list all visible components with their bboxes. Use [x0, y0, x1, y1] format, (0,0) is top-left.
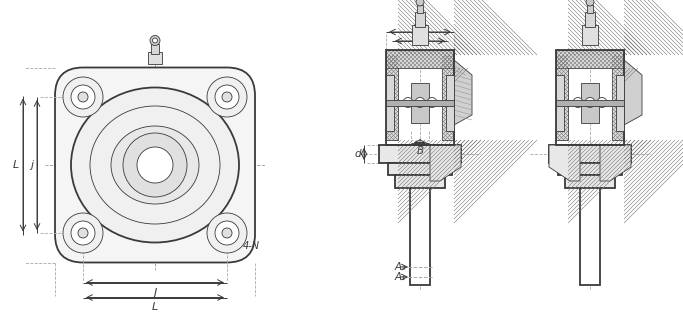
Bar: [556, 50, 624, 145]
Circle shape: [78, 228, 88, 238]
Polygon shape: [600, 145, 631, 181]
Ellipse shape: [111, 126, 199, 204]
Bar: [565, 175, 615, 188]
Bar: [395, 175, 445, 188]
Bar: [587, 5, 593, 13]
Circle shape: [63, 77, 103, 117]
Circle shape: [207, 77, 247, 117]
Circle shape: [586, 0, 594, 6]
Text: A₁: A₁: [395, 272, 406, 282]
Bar: [151, 44, 159, 54]
Bar: [612, 55, 624, 140]
Circle shape: [123, 133, 187, 197]
Circle shape: [78, 92, 88, 102]
Circle shape: [152, 38, 158, 43]
Circle shape: [585, 98, 595, 108]
Bar: [558, 163, 622, 175]
Bar: [417, 5, 423, 13]
Bar: [556, 100, 624, 106]
Text: 4-N: 4-N: [243, 241, 260, 251]
Text: Z: Z: [416, 28, 424, 38]
Bar: [412, 25, 428, 45]
Text: L: L: [152, 302, 158, 312]
Text: B: B: [417, 146, 423, 156]
Bar: [581, 83, 599, 123]
Bar: [415, 12, 425, 27]
Bar: [446, 75, 454, 131]
Circle shape: [137, 147, 173, 183]
Ellipse shape: [71, 88, 239, 242]
Circle shape: [573, 98, 583, 108]
Bar: [582, 25, 598, 45]
Text: J: J: [154, 287, 156, 297]
Bar: [386, 75, 394, 131]
Bar: [556, 55, 568, 140]
Bar: [549, 145, 631, 163]
Text: d: d: [354, 149, 361, 159]
Bar: [585, 12, 595, 27]
Bar: [388, 163, 452, 175]
Circle shape: [416, 0, 424, 6]
Polygon shape: [454, 60, 472, 125]
Ellipse shape: [90, 106, 220, 224]
Bar: [148, 52, 162, 64]
Bar: [580, 163, 600, 285]
Circle shape: [597, 98, 607, 108]
Circle shape: [222, 92, 232, 102]
Circle shape: [403, 98, 413, 108]
Bar: [556, 75, 564, 131]
Bar: [411, 83, 429, 123]
Circle shape: [215, 221, 239, 245]
Circle shape: [71, 85, 95, 109]
Circle shape: [71, 221, 95, 245]
Polygon shape: [430, 145, 461, 181]
Bar: [410, 163, 430, 285]
Bar: [379, 145, 461, 163]
Circle shape: [415, 98, 425, 108]
Circle shape: [222, 228, 232, 238]
Bar: [386, 50, 454, 145]
FancyBboxPatch shape: [55, 68, 255, 262]
Text: L: L: [13, 160, 19, 170]
Text: j: j: [30, 160, 33, 170]
Bar: [386, 100, 454, 106]
Circle shape: [150, 36, 160, 46]
Bar: [386, 50, 454, 68]
Bar: [556, 50, 624, 68]
Bar: [442, 55, 454, 140]
Circle shape: [215, 85, 239, 109]
Polygon shape: [549, 145, 580, 181]
Text: A₂: A₂: [395, 262, 406, 272]
Circle shape: [207, 213, 247, 253]
Polygon shape: [624, 60, 642, 125]
Circle shape: [427, 98, 437, 108]
Bar: [386, 55, 398, 140]
Text: A₃: A₃: [414, 19, 426, 29]
Bar: [616, 75, 624, 131]
Circle shape: [63, 213, 103, 253]
